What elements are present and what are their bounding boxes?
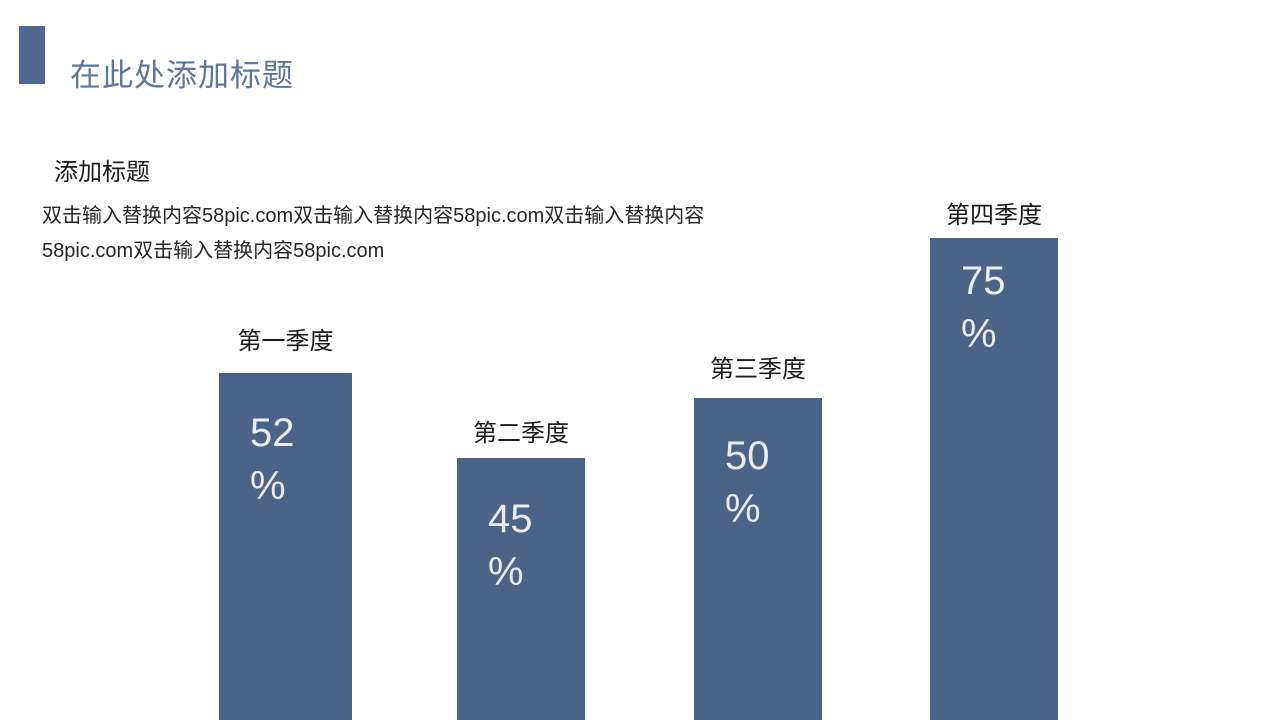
body-text-line-2: 58pic.com双击输入替换内容58pic.com xyxy=(42,240,385,262)
bar-value-number-q3: 50 xyxy=(725,434,770,478)
section-heading: 添加标题 xyxy=(54,159,150,186)
bar-category-label-q1: 第一季度 xyxy=(237,328,334,355)
body-text-line-1: 双击输入替换内容58pic.com双击输入替换内容58pic.com双击输入替换… xyxy=(42,205,705,227)
bar-value-unit-q4: % xyxy=(961,312,997,356)
bar-value-unit-q1: % xyxy=(250,464,286,508)
slide-title: 在此处添加标题 xyxy=(70,57,294,93)
body-text: 双击输入替换内容58pic.com双击输入替换内容58pic.com双击输入替换… xyxy=(42,199,704,269)
bar-category-label-q2: 第二季度 xyxy=(473,420,569,447)
bar-value-number-q4: 75 xyxy=(961,259,1006,303)
title-accent-bar xyxy=(19,26,45,84)
bar-q3: 50 % xyxy=(694,398,822,720)
bar-category-label-q4: 第四季度 xyxy=(946,202,1042,229)
bar-value-label-q4: 75 % xyxy=(930,238,1058,361)
bar-q1: 52 % xyxy=(219,373,352,720)
bar-value-label-q3: 50 % xyxy=(694,398,822,536)
bar-value-number-q1: 52 xyxy=(250,411,295,455)
bar-value-unit-q2: % xyxy=(488,550,524,594)
bar-category-label-q3: 第三季度 xyxy=(710,356,806,383)
bar-value-number-q2: 45 xyxy=(488,497,533,541)
bar-q4: 75 % xyxy=(930,238,1058,720)
bar-value-unit-q3: % xyxy=(725,487,761,531)
bar-value-label-q1: 52 % xyxy=(219,373,352,513)
bar-value-label-q2: 45 % xyxy=(457,458,585,599)
bar-q2: 45 % xyxy=(457,458,585,720)
